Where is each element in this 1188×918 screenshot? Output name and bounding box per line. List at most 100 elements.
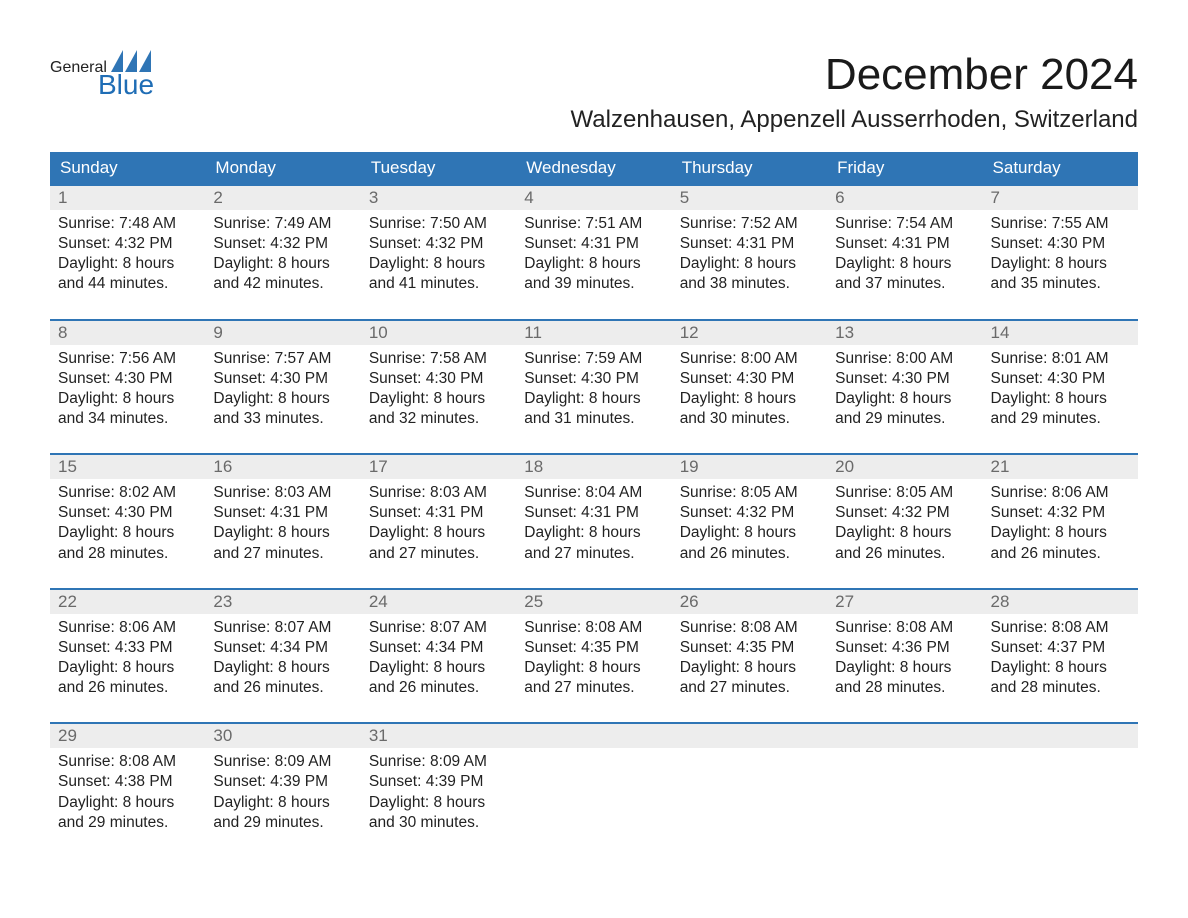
day-content: Sunrise: 7:58 AMSunset: 4:30 PMDaylight:…	[361, 345, 516, 440]
sunrise-text: Sunrise: 8:09 AM	[369, 752, 508, 772]
daylight-text: Daylight: 8 hours	[680, 523, 819, 543]
daylight-text: Daylight: 8 hours	[835, 254, 974, 274]
daylight-text: Daylight: 8 hours	[524, 254, 663, 274]
sunrise-text: Sunrise: 8:03 AM	[369, 483, 508, 503]
day-content: Sunrise: 8:08 AMSunset: 4:38 PMDaylight:…	[50, 748, 205, 843]
location-text: Walzenhausen, Appenzell Ausserrhoden, Sw…	[571, 106, 1138, 134]
day-header-row: Sunday Monday Tuesday Wednesday Thursday…	[50, 152, 1138, 184]
sunset-text: Sunset: 4:31 PM	[524, 234, 663, 254]
day-number: 30	[205, 724, 360, 748]
daylight-text: Daylight: 8 hours	[213, 793, 352, 813]
day-number: 14	[983, 321, 1138, 345]
day-number: 31	[361, 724, 516, 748]
day-number-empty	[827, 724, 982, 748]
day-cell: 26Sunrise: 8:08 AMSunset: 4:35 PMDayligh…	[672, 590, 827, 709]
day-content: Sunrise: 8:05 AMSunset: 4:32 PMDaylight:…	[672, 479, 827, 574]
day-content: Sunrise: 8:08 AMSunset: 4:36 PMDaylight:…	[827, 614, 982, 709]
day-number: 20	[827, 455, 982, 479]
day-number: 19	[672, 455, 827, 479]
sunrise-text: Sunrise: 8:08 AM	[524, 618, 663, 638]
daylight-text: and 29 minutes.	[213, 813, 352, 833]
daylight-text: Daylight: 8 hours	[835, 389, 974, 409]
day-header-friday: Friday	[827, 152, 982, 184]
sunrise-text: Sunrise: 7:56 AM	[58, 349, 197, 369]
day-cell: 14Sunrise: 8:01 AMSunset: 4:30 PMDayligh…	[983, 321, 1138, 440]
sunset-text: Sunset: 4:31 PM	[213, 503, 352, 523]
day-cell: 27Sunrise: 8:08 AMSunset: 4:36 PMDayligh…	[827, 590, 982, 709]
daylight-text: Daylight: 8 hours	[991, 523, 1130, 543]
day-cell: 15Sunrise: 8:02 AMSunset: 4:30 PMDayligh…	[50, 455, 205, 574]
day-content: Sunrise: 8:09 AMSunset: 4:39 PMDaylight:…	[205, 748, 360, 843]
sunset-text: Sunset: 4:32 PM	[58, 234, 197, 254]
sunrise-text: Sunrise: 8:05 AM	[680, 483, 819, 503]
daylight-text: and 38 minutes.	[680, 274, 819, 294]
day-cell: 1Sunrise: 7:48 AMSunset: 4:32 PMDaylight…	[50, 186, 205, 305]
daylight-text: and 26 minutes.	[835, 544, 974, 564]
day-content: Sunrise: 7:48 AMSunset: 4:32 PMDaylight:…	[50, 210, 205, 305]
day-number: 16	[205, 455, 360, 479]
sunset-text: Sunset: 4:35 PM	[680, 638, 819, 658]
sunset-text: Sunset: 4:30 PM	[991, 234, 1130, 254]
sunrise-text: Sunrise: 7:52 AM	[680, 214, 819, 234]
sunset-text: Sunset: 4:30 PM	[680, 369, 819, 389]
day-header-sunday: Sunday	[50, 152, 205, 184]
sunrise-text: Sunrise: 7:48 AM	[58, 214, 197, 234]
daylight-text: Daylight: 8 hours	[835, 523, 974, 543]
daylight-text: and 27 minutes.	[213, 544, 352, 564]
sunset-text: Sunset: 4:31 PM	[835, 234, 974, 254]
day-cell: 24Sunrise: 8:07 AMSunset: 4:34 PMDayligh…	[361, 590, 516, 709]
day-cell: 20Sunrise: 8:05 AMSunset: 4:32 PMDayligh…	[827, 455, 982, 574]
day-number: 13	[827, 321, 982, 345]
daylight-text: and 26 minutes.	[369, 678, 508, 698]
week-row: 1Sunrise: 7:48 AMSunset: 4:32 PMDaylight…	[50, 184, 1138, 305]
sunrise-text: Sunrise: 8:06 AM	[991, 483, 1130, 503]
daylight-text: Daylight: 8 hours	[680, 658, 819, 678]
daylight-text: Daylight: 8 hours	[213, 658, 352, 678]
day-number: 5	[672, 186, 827, 210]
sunrise-text: Sunrise: 8:07 AM	[213, 618, 352, 638]
day-number: 23	[205, 590, 360, 614]
day-content: Sunrise: 7:49 AMSunset: 4:32 PMDaylight:…	[205, 210, 360, 305]
daylight-text: and 29 minutes.	[991, 409, 1130, 429]
day-content: Sunrise: 8:09 AMSunset: 4:39 PMDaylight:…	[361, 748, 516, 843]
daylight-text: and 28 minutes.	[991, 678, 1130, 698]
sunset-text: Sunset: 4:31 PM	[369, 503, 508, 523]
logo: General Blue	[50, 50, 154, 101]
day-content: Sunrise: 8:01 AMSunset: 4:30 PMDaylight:…	[983, 345, 1138, 440]
sunrise-text: Sunrise: 8:08 AM	[991, 618, 1130, 638]
day-content: Sunrise: 8:06 AMSunset: 4:32 PMDaylight:…	[983, 479, 1138, 574]
day-number: 25	[516, 590, 671, 614]
day-header-monday: Monday	[205, 152, 360, 184]
daylight-text: and 27 minutes.	[524, 678, 663, 698]
day-number: 7	[983, 186, 1138, 210]
day-content: Sunrise: 8:08 AMSunset: 4:35 PMDaylight:…	[516, 614, 671, 709]
day-cell: 3Sunrise: 7:50 AMSunset: 4:32 PMDaylight…	[361, 186, 516, 305]
day-cell: 6Sunrise: 7:54 AMSunset: 4:31 PMDaylight…	[827, 186, 982, 305]
day-content: Sunrise: 8:04 AMSunset: 4:31 PMDaylight:…	[516, 479, 671, 574]
day-cell: 19Sunrise: 8:05 AMSunset: 4:32 PMDayligh…	[672, 455, 827, 574]
daylight-text: Daylight: 8 hours	[991, 658, 1130, 678]
sunset-text: Sunset: 4:30 PM	[213, 369, 352, 389]
daylight-text: and 29 minutes.	[835, 409, 974, 429]
day-cell: 7Sunrise: 7:55 AMSunset: 4:30 PMDaylight…	[983, 186, 1138, 305]
sunset-text: Sunset: 4:32 PM	[369, 234, 508, 254]
day-number: 4	[516, 186, 671, 210]
day-cell: 2Sunrise: 7:49 AMSunset: 4:32 PMDaylight…	[205, 186, 360, 305]
sunrise-text: Sunrise: 8:01 AM	[991, 349, 1130, 369]
week-row: 22Sunrise: 8:06 AMSunset: 4:33 PMDayligh…	[50, 588, 1138, 709]
sunrise-text: Sunrise: 8:00 AM	[835, 349, 974, 369]
daylight-text: Daylight: 8 hours	[991, 254, 1130, 274]
daylight-text: Daylight: 8 hours	[680, 389, 819, 409]
day-content: Sunrise: 8:03 AMSunset: 4:31 PMDaylight:…	[205, 479, 360, 574]
day-cell: 23Sunrise: 8:07 AMSunset: 4:34 PMDayligh…	[205, 590, 360, 709]
sunset-text: Sunset: 4:32 PM	[213, 234, 352, 254]
day-number: 2	[205, 186, 360, 210]
day-number-empty	[983, 724, 1138, 748]
header: General Blue December 2024 Walzenhausen,…	[50, 50, 1138, 134]
day-cell: 10Sunrise: 7:58 AMSunset: 4:30 PMDayligh…	[361, 321, 516, 440]
day-content: Sunrise: 7:51 AMSunset: 4:31 PMDaylight:…	[516, 210, 671, 305]
daylight-text: and 33 minutes.	[213, 409, 352, 429]
sunset-text: Sunset: 4:30 PM	[58, 503, 197, 523]
day-cell: 4Sunrise: 7:51 AMSunset: 4:31 PMDaylight…	[516, 186, 671, 305]
day-cell	[983, 724, 1138, 843]
